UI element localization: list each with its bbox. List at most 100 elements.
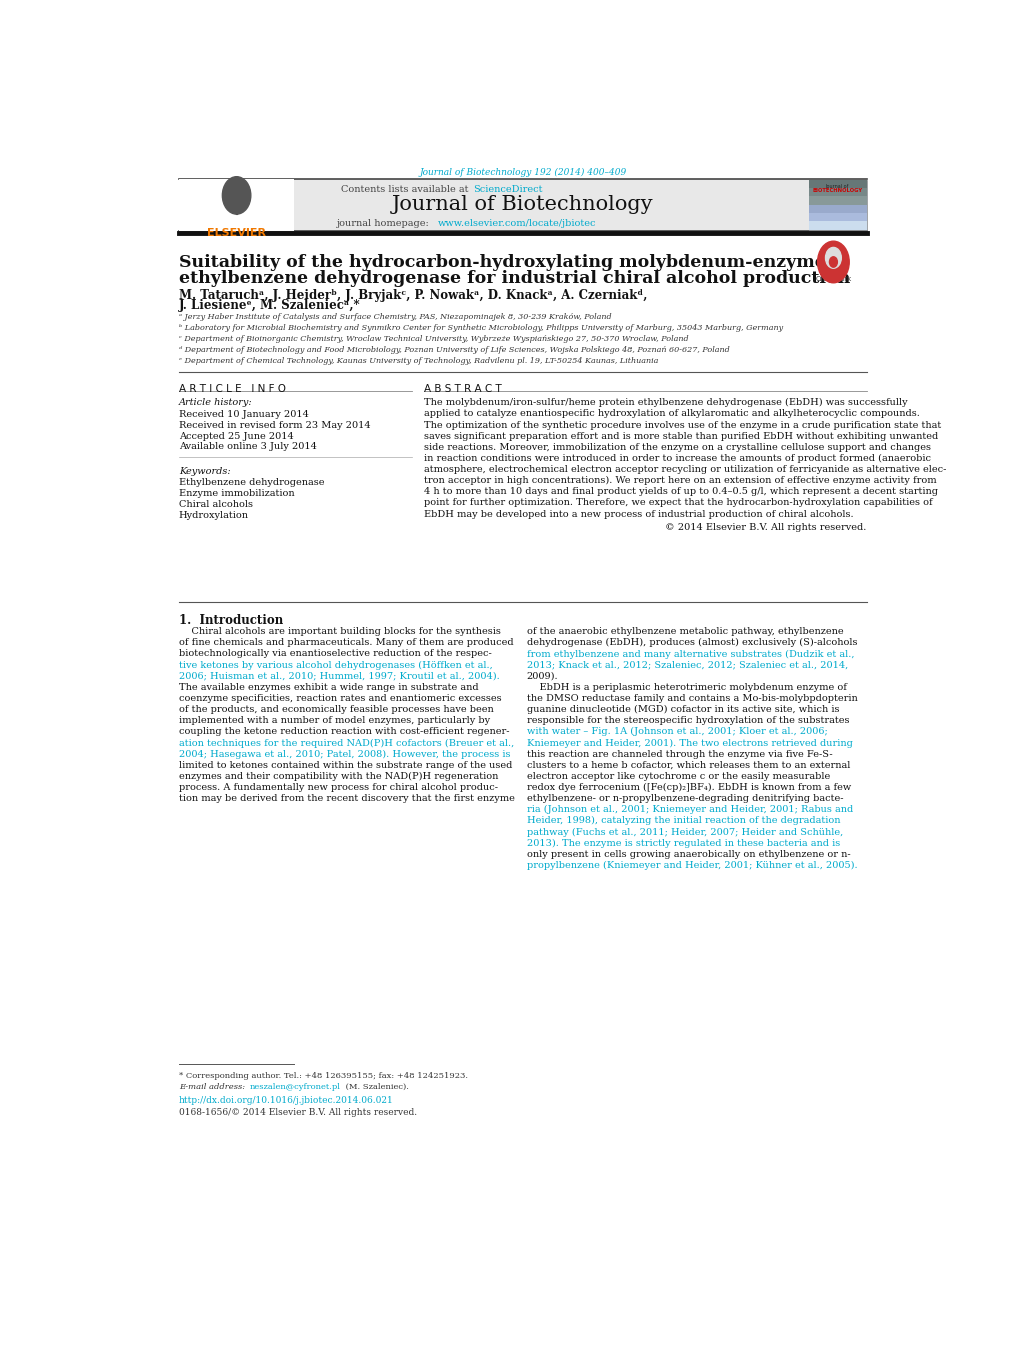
Bar <box>808 180 866 188</box>
Text: ᵃ Jerzy Haber Institute of Catalysis and Surface Chemistry, PAS, Niezapominajek : ᵃ Jerzy Haber Institute of Catalysis and… <box>178 313 611 322</box>
Text: enzymes and their compatibility with the NAD(P)H regeneration: enzymes and their compatibility with the… <box>178 771 497 781</box>
Text: ᶜ Department of Bioinorganic Chemistry, Wroclaw Technical University, Wybrzeże W: ᶜ Department of Bioinorganic Chemistry, … <box>178 335 688 343</box>
Text: pathway (Fuchs et al., 2011; Heider, 2007; Heider and Schühle,: pathway (Fuchs et al., 2011; Heider, 200… <box>526 827 842 836</box>
Text: M. Tataruchᵃ, J. Heiderᵇ, J. Bryjakᶜ, P. Nowakᵃ, D. Knackᵃ, A. Czerniakᵈ,: M. Tataruchᵃ, J. Heiderᵇ, J. Bryjakᶜ, P.… <box>178 289 647 303</box>
Text: ScienceDirect: ScienceDirect <box>473 185 542 195</box>
Text: EbDH may be developed into a new process of industrial production of chiral alco: EbDH may be developed into a new process… <box>424 509 853 519</box>
Text: J. Liesieneᵉ, M. Szaleniecᵃ,*: J. Liesieneᵉ, M. Szaleniecᵃ,* <box>178 300 360 312</box>
Bar <box>808 205 866 213</box>
Text: propylbenzene (Kniemeyer and Heider, 2001; Kühner et al., 2005).: propylbenzene (Kniemeyer and Heider, 200… <box>526 861 857 870</box>
Text: Contents lists available at: Contents lists available at <box>340 185 471 195</box>
Text: E-mail address:: E-mail address: <box>178 1082 248 1090</box>
Bar <box>808 180 866 230</box>
Text: ᵈ Department of Biotechnology and Food Microbiology, Poznan University of Life S: ᵈ Department of Biotechnology and Food M… <box>178 346 729 354</box>
Text: 0168-1656/© 2014 Elsevier B.V. All rights reserved.: 0168-1656/© 2014 Elsevier B.V. All right… <box>178 1108 417 1117</box>
Text: 2004; Hasegawa et al., 2010; Patel, 2008). However, the process is: 2004; Hasegawa et al., 2010; Patel, 2008… <box>178 750 510 759</box>
Text: Journal of: Journal of <box>824 184 848 189</box>
Text: from ethylbenzene and many alternative substrates (Dudzik et al.,: from ethylbenzene and many alternative s… <box>526 650 853 658</box>
Text: ethylbenzene- or n-propylbenzene-degrading denitrifying bacte-: ethylbenzene- or n-propylbenzene-degradi… <box>526 794 843 802</box>
Text: 2009).: 2009). <box>526 671 557 681</box>
Text: http://dx.doi.org/10.1016/j.jbiotec.2014.06.021: http://dx.doi.org/10.1016/j.jbiotec.2014… <box>178 1096 393 1105</box>
Text: ᵇ Laboratory for Microbial Biochemistry and Synmikro Center for Synthetic Microb: ᵇ Laboratory for Microbial Biochemistry … <box>178 324 783 332</box>
Text: Kniemeyer and Heider, 2001). The two electrons retrieved during: Kniemeyer and Heider, 2001). The two ele… <box>526 739 852 747</box>
Text: responsible for the stereospecific hydroxylation of the substrates: responsible for the stereospecific hydro… <box>526 716 849 725</box>
Circle shape <box>222 177 251 213</box>
Text: Article history:: Article history: <box>178 399 253 407</box>
Text: 2006; Huisman et al., 2010; Hummel, 1997; Kroutil et al., 2004).: 2006; Huisman et al., 2010; Hummel, 1997… <box>178 671 499 681</box>
Text: (M. Szaleniec).: (M. Szaleniec). <box>342 1082 408 1090</box>
Text: tion may be derived from the recent discovery that the first enzyme: tion may be derived from the recent disc… <box>178 794 515 802</box>
Circle shape <box>824 247 841 269</box>
Text: of the anaerobic ethylbenzene metabolic pathway, ethylbenzene: of the anaerobic ethylbenzene metabolic … <box>526 627 843 636</box>
Text: implemented with a number of model enzymes, particularly by: implemented with a number of model enzym… <box>178 716 489 725</box>
Text: saves significant preparation effort and is more stable than purified EbDH witho: saves significant preparation effort and… <box>424 432 937 440</box>
Text: Received 10 January 2014: Received 10 January 2014 <box>178 409 309 419</box>
Text: with water – Fig. 1A (Johnson et al., 2001; Kloer et al., 2006;: with water – Fig. 1A (Johnson et al., 20… <box>526 727 826 736</box>
Text: the DMSO reductase family and contains a Mo-bis-molybpdopterin: the DMSO reductase family and contains a… <box>526 694 857 703</box>
Text: this reaction are channeled through the enzyme via five Fe-S-: this reaction are channeled through the … <box>526 750 832 758</box>
Text: 1.  Introduction: 1. Introduction <box>178 613 283 627</box>
Text: CrossMark: CrossMark <box>814 276 851 281</box>
Text: 2013; Knack et al., 2012; Szaleniec, 2012; Szaleniec et al., 2014,: 2013; Knack et al., 2012; Szaleniec, 201… <box>526 661 847 670</box>
Text: atmosphere, electrochemical electron acceptor recycling or utilization of ferric: atmosphere, electrochemical electron acc… <box>424 465 946 474</box>
Text: Heider, 1998), catalyzing the initial reaction of the degradation: Heider, 1998), catalyzing the initial re… <box>526 816 840 825</box>
Circle shape <box>828 257 837 267</box>
Text: A B S T R A C T: A B S T R A C T <box>424 384 501 393</box>
Text: dehydrogenase (EbDH), produces (almost) exclusively (S)-alcohols: dehydrogenase (EbDH), produces (almost) … <box>526 638 856 647</box>
Text: electron acceptor like cytochrome c or the easily measurable: electron acceptor like cytochrome c or t… <box>526 771 829 781</box>
Text: 4 h to more than 10 days and final product yields of up to 0.4–0.5 g/l, which re: 4 h to more than 10 days and final produ… <box>424 488 937 496</box>
Text: Journal of Biotechnology: Journal of Biotechnology <box>391 196 653 215</box>
Text: ᵉ Department of Chemical Technology, Kaunas University of Technology, Radvilenu : ᵉ Department of Chemical Technology, Kau… <box>178 357 657 365</box>
Text: limited to ketones contained within the substrate range of the used: limited to ketones contained within the … <box>178 761 512 770</box>
Text: Journal of Biotechnology 192 (2014) 400–409: Journal of Biotechnology 192 (2014) 400–… <box>419 168 626 177</box>
Text: redox dye ferrocenium ([Fe(cp)₂]BF₄). EbDH is known from a few: redox dye ferrocenium ([Fe(cp)₂]BF₄). Eb… <box>526 784 850 792</box>
Text: tron acceptor in high concentrations). We report here on an extension of effecti: tron acceptor in high concentrations). W… <box>424 476 935 485</box>
Text: ELSEVIER: ELSEVIER <box>207 228 266 238</box>
Text: BIOTECHNOLOGY: BIOTECHNOLOGY <box>811 188 862 193</box>
Bar <box>178 178 866 231</box>
Text: The optimization of the synthetic procedure involves use of the enzyme in a crud: The optimization of the synthetic proced… <box>424 420 941 430</box>
Circle shape <box>817 242 849 282</box>
Text: * Corresponding author. Tel.: +48 126395155; fax: +48 124251923.: * Corresponding author. Tel.: +48 126395… <box>178 1073 468 1081</box>
Text: A R T I C L E   I N F O: A R T I C L E I N F O <box>178 384 285 393</box>
Text: ation techniques for the required NAD(P)H cofactors (Breuer et al.,: ation techniques for the required NAD(P)… <box>178 739 514 747</box>
Text: Hydroxylation: Hydroxylation <box>178 511 249 520</box>
Text: biotechnologically via enantioselective reduction of the respec-: biotechnologically via enantioselective … <box>178 650 491 658</box>
Text: applied to catalyze enantiospecific hydroxylation of alkylaromatic and alkylhete: applied to catalyze enantiospecific hydr… <box>424 409 919 419</box>
Text: neszalen@cyfronet.pl: neszalen@cyfronet.pl <box>250 1082 340 1090</box>
Text: process. A fundamentally new process for chiral alcohol produc-: process. A fundamentally new process for… <box>178 784 497 792</box>
Bar <box>808 222 866 230</box>
Text: Available online 3 July 2014: Available online 3 July 2014 <box>178 443 317 451</box>
Text: Ethylbenzene dehydrogenase: Ethylbenzene dehydrogenase <box>178 478 324 486</box>
Text: Chiral alcohols: Chiral alcohols <box>178 500 253 509</box>
Text: EbDH is a periplasmic heterotrimeric molybdenum enzyme of: EbDH is a periplasmic heterotrimeric mol… <box>526 682 846 692</box>
Text: Keywords:: Keywords: <box>178 467 230 476</box>
Text: point for further optimization. Therefore, we expect that the hydrocarbon-hydrox: point for further optimization. Therefor… <box>424 499 931 508</box>
Text: coenzyme specificities, reaction rates and enantiomeric excesses: coenzyme specificities, reaction rates a… <box>178 694 501 703</box>
Text: Suitability of the hydrocarbon-hydroxylating molybdenum-enzyme: Suitability of the hydrocarbon-hydroxyla… <box>178 254 825 270</box>
Text: The molybdenum/iron-sulfur/heme protein ethylbenzene dehydrogenase (EbDH) was su: The molybdenum/iron-sulfur/heme protein … <box>424 399 907 408</box>
Text: of the products, and economically feasible processes have been: of the products, and economically feasib… <box>178 705 493 715</box>
Bar <box>808 188 866 196</box>
Text: Received in revised form 23 May 2014: Received in revised form 23 May 2014 <box>178 420 370 430</box>
Text: tive ketones by various alcohol dehydrogenases (Höffken et al.,: tive ketones by various alcohol dehydrog… <box>178 661 492 670</box>
Text: 2013). The enzyme is strictly regulated in these bacteria and is: 2013). The enzyme is strictly regulated … <box>526 839 839 847</box>
Bar <box>808 213 866 222</box>
Text: guanine dinucleotide (MGD) cofactor in its active site, which is: guanine dinucleotide (MGD) cofactor in i… <box>526 705 839 715</box>
Text: The available enzymes exhibit a wide range in substrate and: The available enzymes exhibit a wide ran… <box>178 682 478 692</box>
Text: www.elsevier.com/locate/jbiotec: www.elsevier.com/locate/jbiotec <box>437 219 595 228</box>
Bar <box>808 196 866 205</box>
Text: ria (Johnson et al., 2001; Kniemeyer and Heider, 2001; Rabus and: ria (Johnson et al., 2001; Kniemeyer and… <box>526 805 852 815</box>
Bar <box>178 178 293 231</box>
Text: coupling the ketone reduction reaction with cost-efficient regener-: coupling the ketone reduction reaction w… <box>178 727 508 736</box>
Text: side reactions. Moreover, immobilization of the enzyme on a crystalline cellulos: side reactions. Moreover, immobilization… <box>424 443 930 451</box>
Text: ethylbenzene dehydrogenase for industrial chiral alcohol production: ethylbenzene dehydrogenase for industria… <box>178 270 849 288</box>
Text: clusters to a heme b cofactor, which releases them to an external: clusters to a heme b cofactor, which rel… <box>526 761 849 770</box>
Text: journal homepage:: journal homepage: <box>336 219 435 228</box>
Text: in reaction conditions were introduced in order to increase the amounts of produ: in reaction conditions were introduced i… <box>424 454 930 463</box>
Text: Enzyme immobilization: Enzyme immobilization <box>178 489 294 497</box>
Text: of fine chemicals and pharmaceuticals. Many of them are produced: of fine chemicals and pharmaceuticals. M… <box>178 638 513 647</box>
Text: Chiral alcohols are important building blocks for the synthesis: Chiral alcohols are important building b… <box>178 627 500 636</box>
Text: © 2014 Elsevier B.V. All rights reserved.: © 2014 Elsevier B.V. All rights reserved… <box>664 523 866 532</box>
Text: only present in cells growing anaerobically on ethylbenzene or n-: only present in cells growing anaerobica… <box>526 850 850 859</box>
